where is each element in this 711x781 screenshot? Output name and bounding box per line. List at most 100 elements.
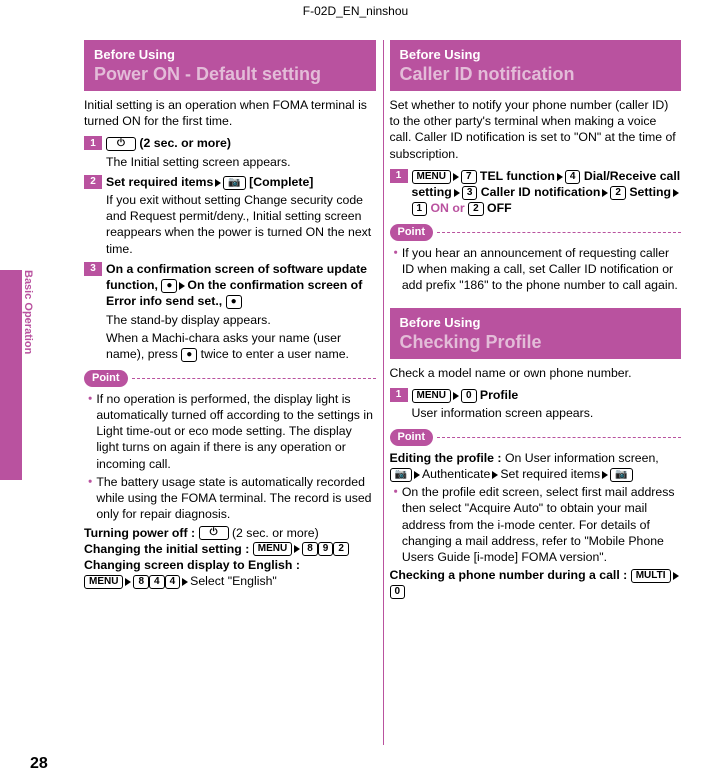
step-text: TEL function — [477, 169, 555, 183]
step-sub: When a Machi-chara asks your name (user … — [106, 330, 376, 362]
side-tab-bg — [0, 270, 22, 480]
lead-text: Check a model name or own phone number. — [390, 365, 682, 381]
triangle-icon — [414, 471, 420, 479]
label: Changing the initial setting : — [84, 542, 253, 556]
step-number: 2 — [84, 175, 102, 189]
section-title: Checking Profile — [400, 333, 672, 353]
step-sub: The stand-by display appears. — [106, 312, 376, 328]
dash-line — [437, 437, 681, 438]
triangle-icon — [602, 189, 608, 197]
bullet: ・If you hear an announcement of requesti… — [390, 245, 682, 294]
camera-key-icon: 📷 — [390, 468, 412, 482]
triangle-icon — [492, 471, 498, 479]
bullet-text: On the profile edit screen, select first… — [402, 484, 681, 565]
section-profile: Before Using Checking Profile — [390, 308, 682, 359]
bullet-dot: ・ — [84, 391, 96, 472]
tail: (2 sec. or more) — [229, 526, 319, 540]
key-8-icon: 8 — [133, 575, 149, 589]
key-4-icon: 4 — [149, 575, 165, 589]
triangle-icon — [179, 282, 185, 290]
or-text: or — [452, 201, 468, 215]
side-tab-label: Basic Operation — [22, 270, 34, 354]
camera-key-icon: 📷 — [610, 468, 632, 482]
power-key-icon: ⏻ — [199, 526, 229, 540]
triangle-icon — [602, 471, 608, 479]
bullet: ・The battery usage state is automaticall… — [84, 474, 376, 523]
key-9-icon: 9 — [318, 542, 334, 556]
step-number: 1 — [390, 388, 408, 402]
right-column: Before Using Caller ID notification Set … — [390, 40, 682, 745]
step-number: 3 — [84, 262, 102, 276]
menu-key-icon: MENU — [253, 542, 292, 556]
lead-text: Set whether to notify your phone number … — [390, 97, 682, 162]
text: Set required items — [500, 467, 600, 481]
point-divider: Point — [390, 429, 682, 446]
bullet: ・On the profile edit screen, select firs… — [390, 484, 682, 565]
spacer — [390, 296, 682, 308]
point-badge: Point — [84, 370, 128, 387]
step-text: Setting — [626, 185, 671, 199]
key-3-icon: 3 — [462, 186, 478, 200]
triangle-icon — [673, 189, 679, 197]
triangle-icon — [673, 572, 679, 580]
point-badge: Point — [390, 224, 434, 241]
menu-key-icon: MENU — [84, 575, 123, 589]
step-text: [Complete] — [246, 175, 314, 189]
check-number: Checking a phone number during a call : … — [390, 567, 682, 599]
center-key-icon: ● — [226, 295, 242, 309]
triangle-icon — [182, 578, 188, 586]
step-text: Caller ID notification — [477, 185, 600, 199]
bullet-dot: ・ — [84, 474, 96, 523]
key-1-icon: 1 — [412, 202, 428, 216]
label: Changing screen display to English : — [84, 558, 300, 572]
triangle-icon — [453, 173, 459, 181]
label: Editing the profile : — [390, 451, 505, 465]
triangle-icon — [215, 179, 221, 187]
step-1: 1 ⏻ (2 sec. or more) — [84, 135, 376, 151]
triangle-icon — [557, 173, 563, 181]
text: Authenticate — [422, 467, 490, 481]
label: Checking a phone number during a call : — [390, 568, 631, 582]
turning-off: Turning power off : ⏻ (2 sec. or more) — [84, 525, 376, 541]
point-divider: Point — [84, 370, 376, 387]
step-text: Set required items — [106, 175, 213, 189]
multi-key-icon: MULTI — [631, 569, 671, 583]
section-kicker: Before Using — [400, 314, 672, 331]
bullet-dot: ・ — [390, 484, 402, 565]
step-number: 1 — [390, 169, 408, 183]
editing-profile: Editing the profile : On User informatio… — [390, 450, 682, 482]
triangle-icon — [453, 392, 459, 400]
center-key-icon: ● — [161, 279, 177, 293]
key-2-icon: 2 — [468, 202, 484, 216]
triangle-icon — [125, 578, 131, 586]
bullet-text: If no operation is performed, the displa… — [96, 391, 375, 472]
bullet-text: The battery usage state is automatically… — [96, 474, 375, 523]
on-text: ON — [427, 201, 452, 215]
step-2: 2 Set required items📷 [Complete] — [84, 174, 376, 190]
point-badge: Point — [390, 429, 434, 446]
bullet-text: If you hear an announcement of requestin… — [402, 245, 681, 294]
left-column: Before Using Power ON - Default setting … — [84, 40, 376, 745]
section-power-on: Before Using Power ON - Default setting — [84, 40, 376, 91]
power-key-icon: ⏻ — [106, 137, 136, 151]
bullet-dot: ・ — [390, 245, 402, 294]
step-text: (2 sec. or more) — [136, 136, 231, 150]
step-sub-text: twice to enter a user name. — [197, 347, 349, 361]
label: Turning power off : — [84, 526, 199, 540]
section-caller-id: Before Using Caller ID notification — [390, 40, 682, 91]
page-number: 28 — [30, 755, 48, 773]
section-kicker: Before Using — [400, 46, 672, 63]
dash-line — [437, 232, 681, 233]
key-2-icon: 2 — [333, 542, 349, 556]
off-text: OFF — [484, 201, 512, 215]
changing-initial: Changing the initial setting : MENU892 — [84, 541, 376, 557]
section-kicker: Before Using — [94, 46, 366, 63]
doc-header: F-02D_EN_ninshou — [0, 4, 711, 18]
step-3: 3 On a confirmation screen of software u… — [84, 261, 376, 310]
step-sub: If you exit without setting Change secur… — [106, 192, 376, 257]
step-text: Profile — [477, 388, 519, 402]
bullet: ・If no operation is performed, the displ… — [84, 391, 376, 472]
changing-english: Changing screen display to English : MEN… — [84, 557, 376, 589]
center-key-icon: ● — [181, 348, 197, 362]
triangle-icon — [454, 189, 460, 197]
